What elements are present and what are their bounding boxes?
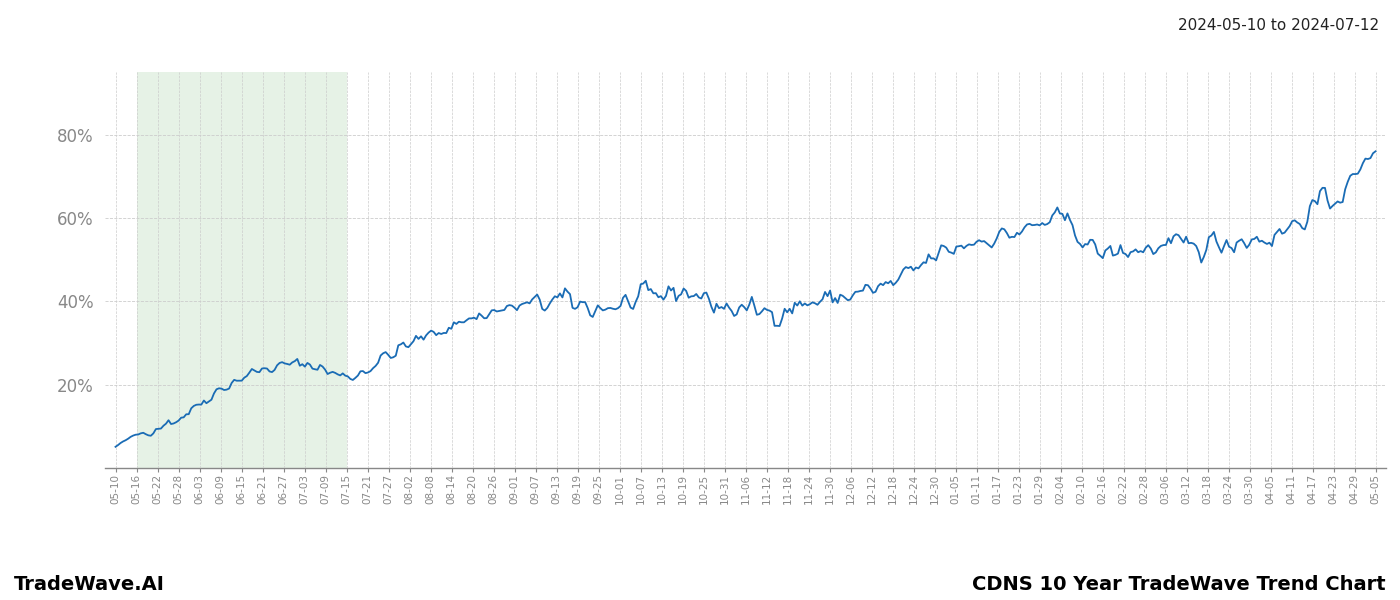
Text: CDNS 10 Year TradeWave Trend Chart: CDNS 10 Year TradeWave Trend Chart — [973, 575, 1386, 594]
Text: 2024-05-10 to 2024-07-12: 2024-05-10 to 2024-07-12 — [1177, 18, 1379, 33]
Bar — [137, 72, 347, 468]
Text: TradeWave.AI: TradeWave.AI — [14, 575, 165, 594]
